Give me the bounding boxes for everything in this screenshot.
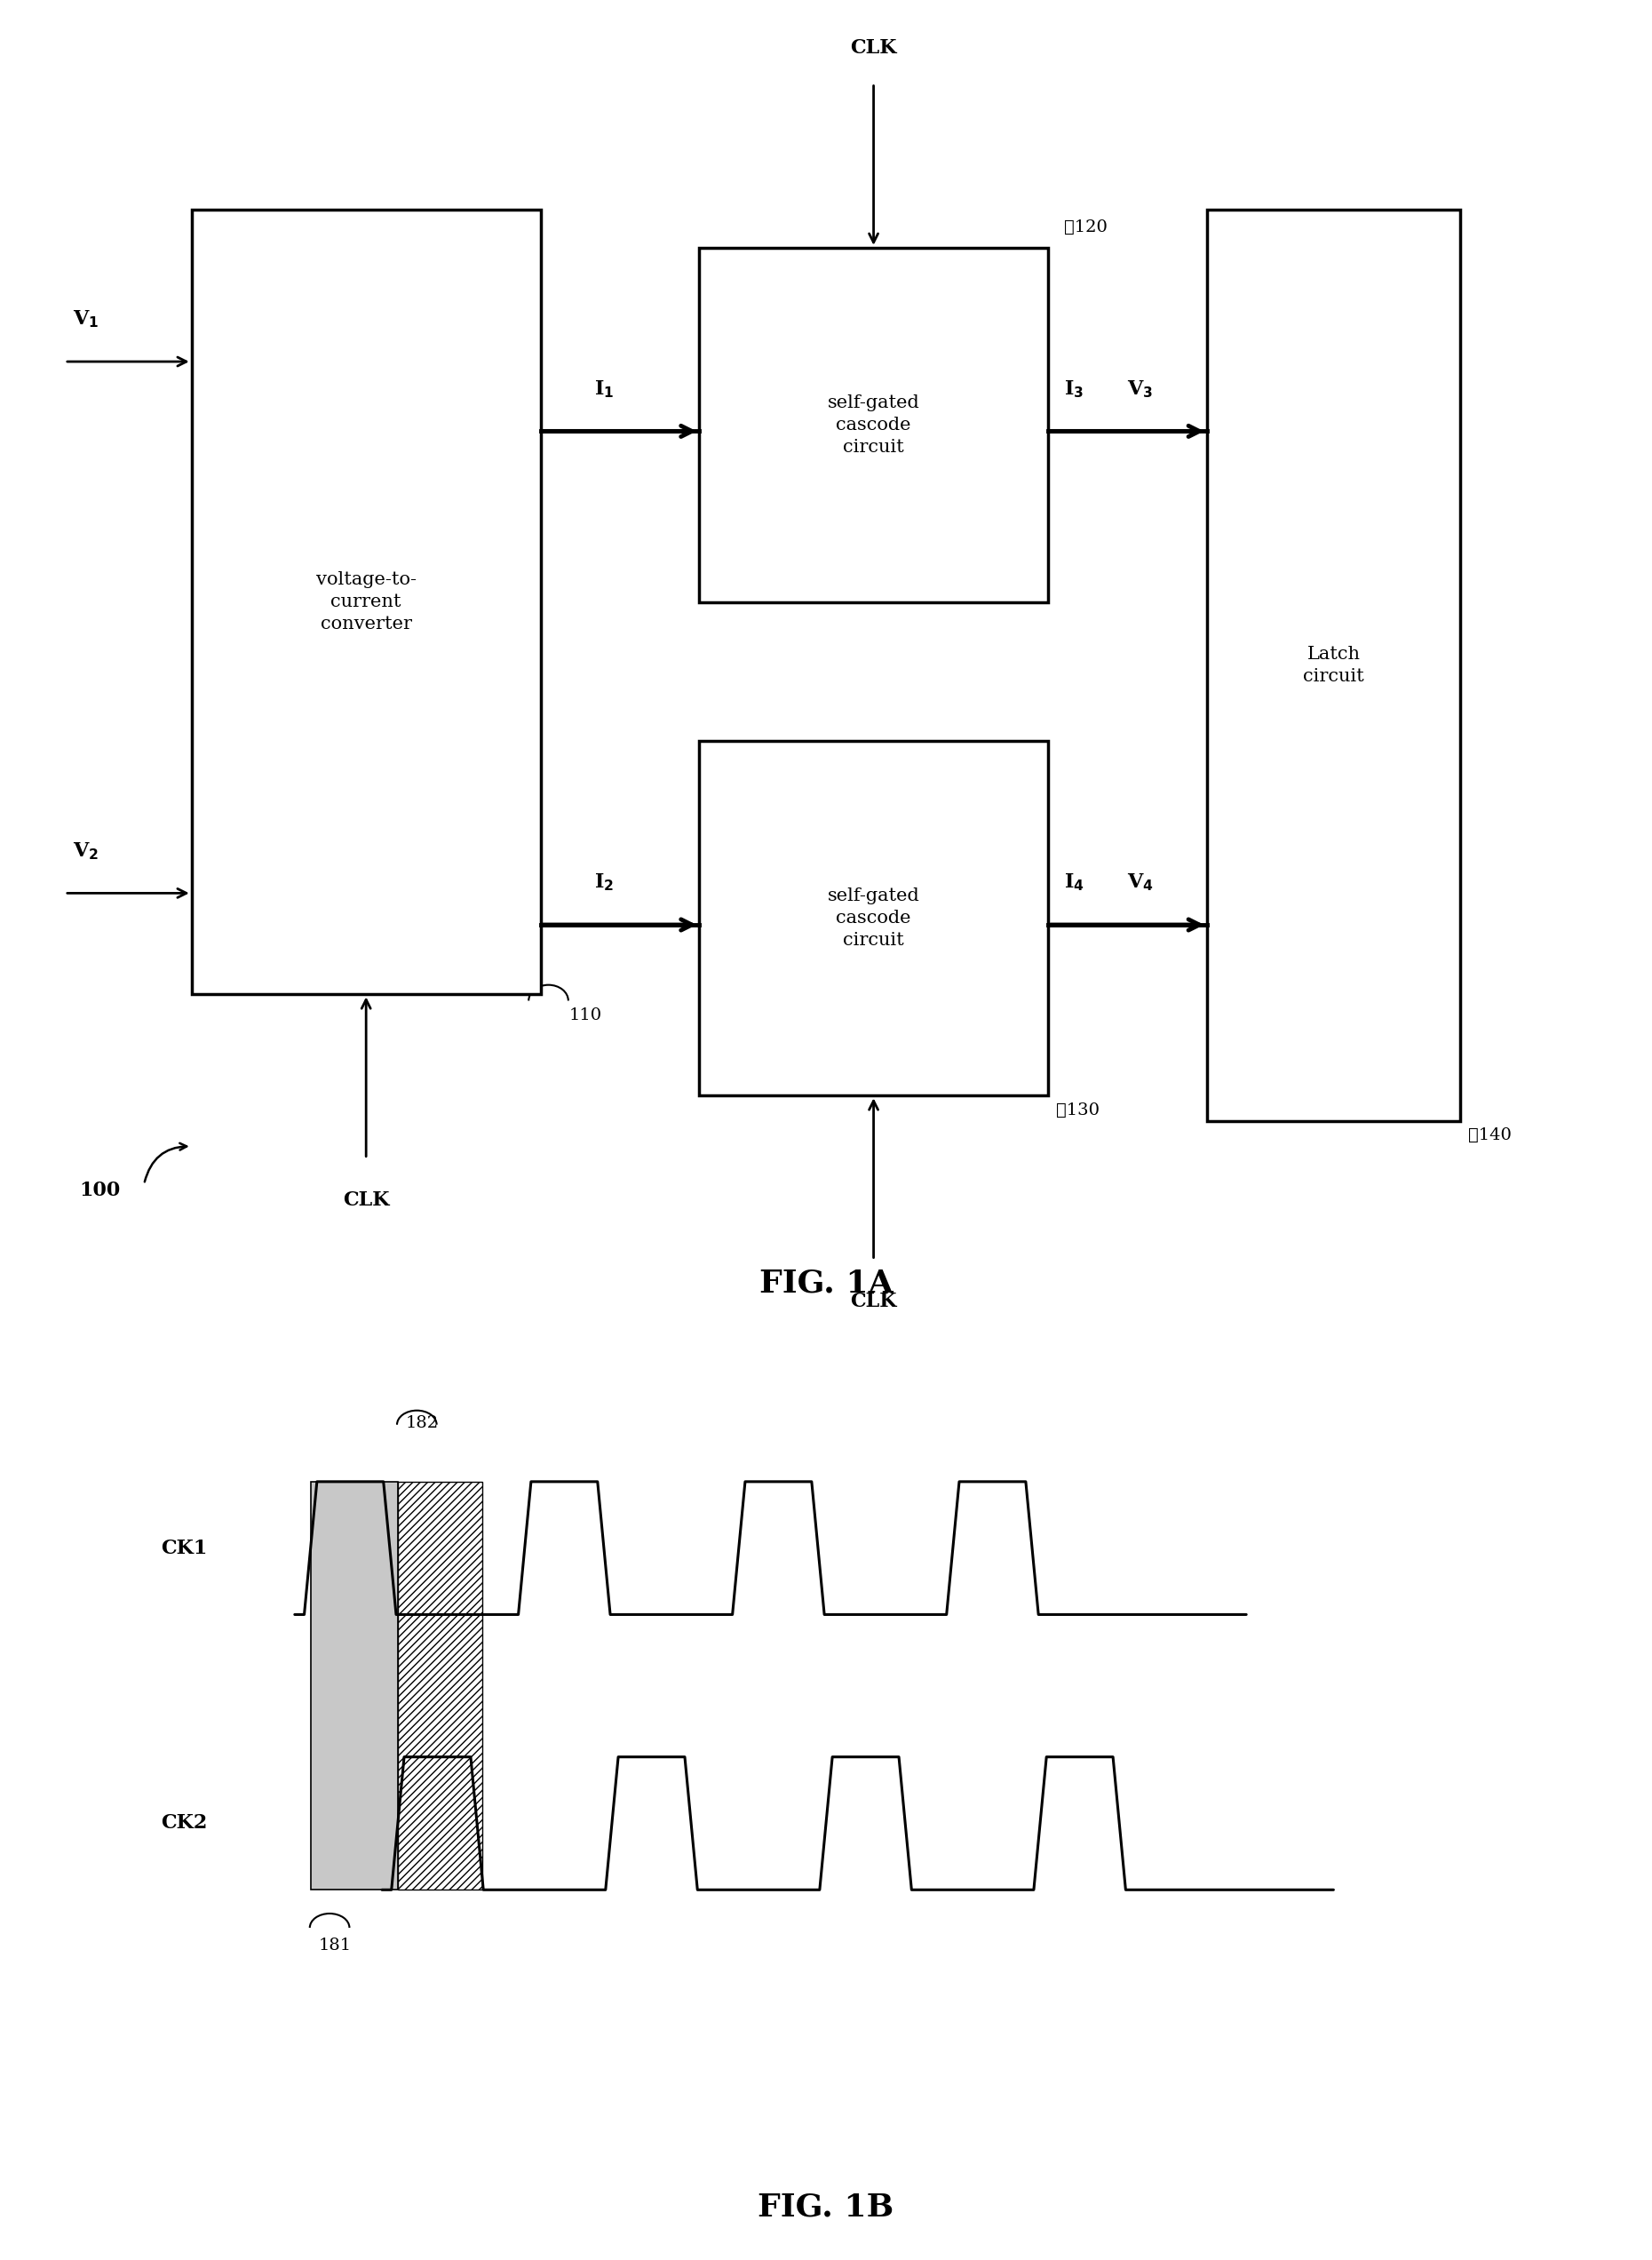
Text: I$_\mathbf{4}$: I$_\mathbf{4}$ xyxy=(1064,872,1084,893)
Text: 181: 181 xyxy=(319,1937,352,1953)
Text: CK1: CK1 xyxy=(160,1539,208,1557)
Bar xyxy=(1206,210,1460,1121)
Text: V$_\mathbf{3}$: V$_\mathbf{3}$ xyxy=(1127,380,1153,400)
Bar xyxy=(699,249,1047,601)
Text: ⌣120: ⌣120 xyxy=(1064,219,1107,235)
Text: 100: 100 xyxy=(79,1180,121,1200)
Bar xyxy=(398,1483,482,1889)
Bar xyxy=(311,1483,398,1889)
Text: ⌣140: ⌣140 xyxy=(1469,1128,1512,1144)
Text: V$_\mathbf{2}$: V$_\mathbf{2}$ xyxy=(73,841,99,861)
Text: ⌣130: ⌣130 xyxy=(1056,1103,1100,1119)
Text: self-gated
cascode
circuit: self-gated cascode circuit xyxy=(828,393,920,457)
Text: CK2: CK2 xyxy=(160,1813,208,1833)
Bar xyxy=(699,741,1047,1096)
Text: 110: 110 xyxy=(568,1008,601,1024)
Text: CLK: CLK xyxy=(851,38,897,59)
Text: CLK: CLK xyxy=(342,1191,390,1209)
Text: 182: 182 xyxy=(406,1415,439,1431)
Text: self-gated
cascode
circuit: self-gated cascode circuit xyxy=(828,888,920,949)
Text: I$_\mathbf{1}$: I$_\mathbf{1}$ xyxy=(595,380,615,400)
Text: voltage-to-
current
converter: voltage-to- current converter xyxy=(316,572,416,633)
Text: CLK: CLK xyxy=(851,1293,897,1311)
Text: V$_\mathbf{4}$: V$_\mathbf{4}$ xyxy=(1127,872,1153,893)
Text: FIG. 1B: FIG. 1B xyxy=(758,2192,894,2222)
Text: V$_\mathbf{1}$: V$_\mathbf{1}$ xyxy=(73,310,99,330)
Text: I$_\mathbf{2}$: I$_\mathbf{2}$ xyxy=(595,872,615,893)
Text: FIG. 1A: FIG. 1A xyxy=(758,1268,894,1297)
Text: I$_\mathbf{3}$: I$_\mathbf{3}$ xyxy=(1064,380,1084,400)
Text: Latch
circuit: Latch circuit xyxy=(1303,646,1365,685)
Bar xyxy=(192,210,540,994)
